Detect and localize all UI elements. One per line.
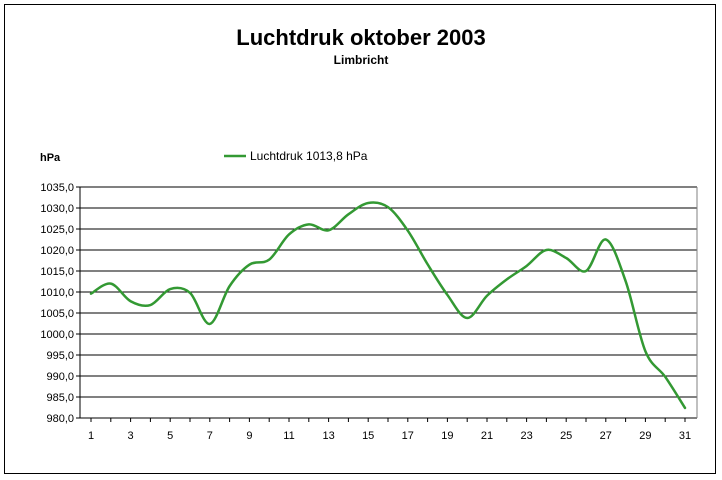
x-tick-label: 5 — [167, 430, 173, 442]
y-tick-label: 1005,0 — [40, 308, 74, 320]
x-tick-label: 23 — [520, 430, 532, 442]
y-tick-label: 990,0 — [46, 371, 74, 383]
x-tick-label: 3 — [128, 430, 134, 442]
chart-title: Luchtdruk oktober 2003 — [236, 25, 485, 50]
y-tick-label: 1015,0 — [40, 266, 74, 278]
y-tick-label: 985,0 — [46, 392, 74, 404]
x-tick-label: 13 — [322, 430, 334, 442]
y-tick-label: 1030,0 — [40, 203, 74, 215]
chart-subtitle: Limbricht — [334, 53, 389, 67]
x-tick-label: 1 — [88, 430, 94, 442]
x-tick-label: 27 — [600, 430, 612, 442]
chart-frame — [4, 4, 716, 474]
x-tick-label: 21 — [481, 430, 493, 442]
x-tick-label: 29 — [639, 430, 651, 442]
x-tick-label: 15 — [362, 430, 374, 442]
x-tick-label: 17 — [402, 430, 414, 442]
y-tick-label: 995,0 — [46, 350, 74, 362]
y-tick-label: 1000,0 — [40, 329, 74, 341]
y-tick-label: 1035,0 — [40, 182, 74, 194]
x-tick-label: 25 — [560, 430, 572, 442]
y-tick-label: 1025,0 — [40, 224, 74, 236]
x-tick-label: 7 — [207, 430, 213, 442]
legend-label: Luchtdruk 1013,8 hPa — [250, 149, 368, 163]
y-tick-label: 1010,0 — [40, 287, 74, 299]
x-tick-label: 19 — [441, 430, 453, 442]
x-tick-label: 31 — [679, 430, 691, 442]
y-axis-unit-label: hPa — [40, 152, 61, 164]
x-tick-label: 9 — [246, 430, 252, 442]
x-tick-label: 11 — [283, 430, 294, 442]
y-tick-label: 1020,0 — [40, 245, 74, 257]
series-line-luchtdruk — [89, 201, 687, 410]
y-tick-label: 980,0 — [46, 413, 74, 425]
